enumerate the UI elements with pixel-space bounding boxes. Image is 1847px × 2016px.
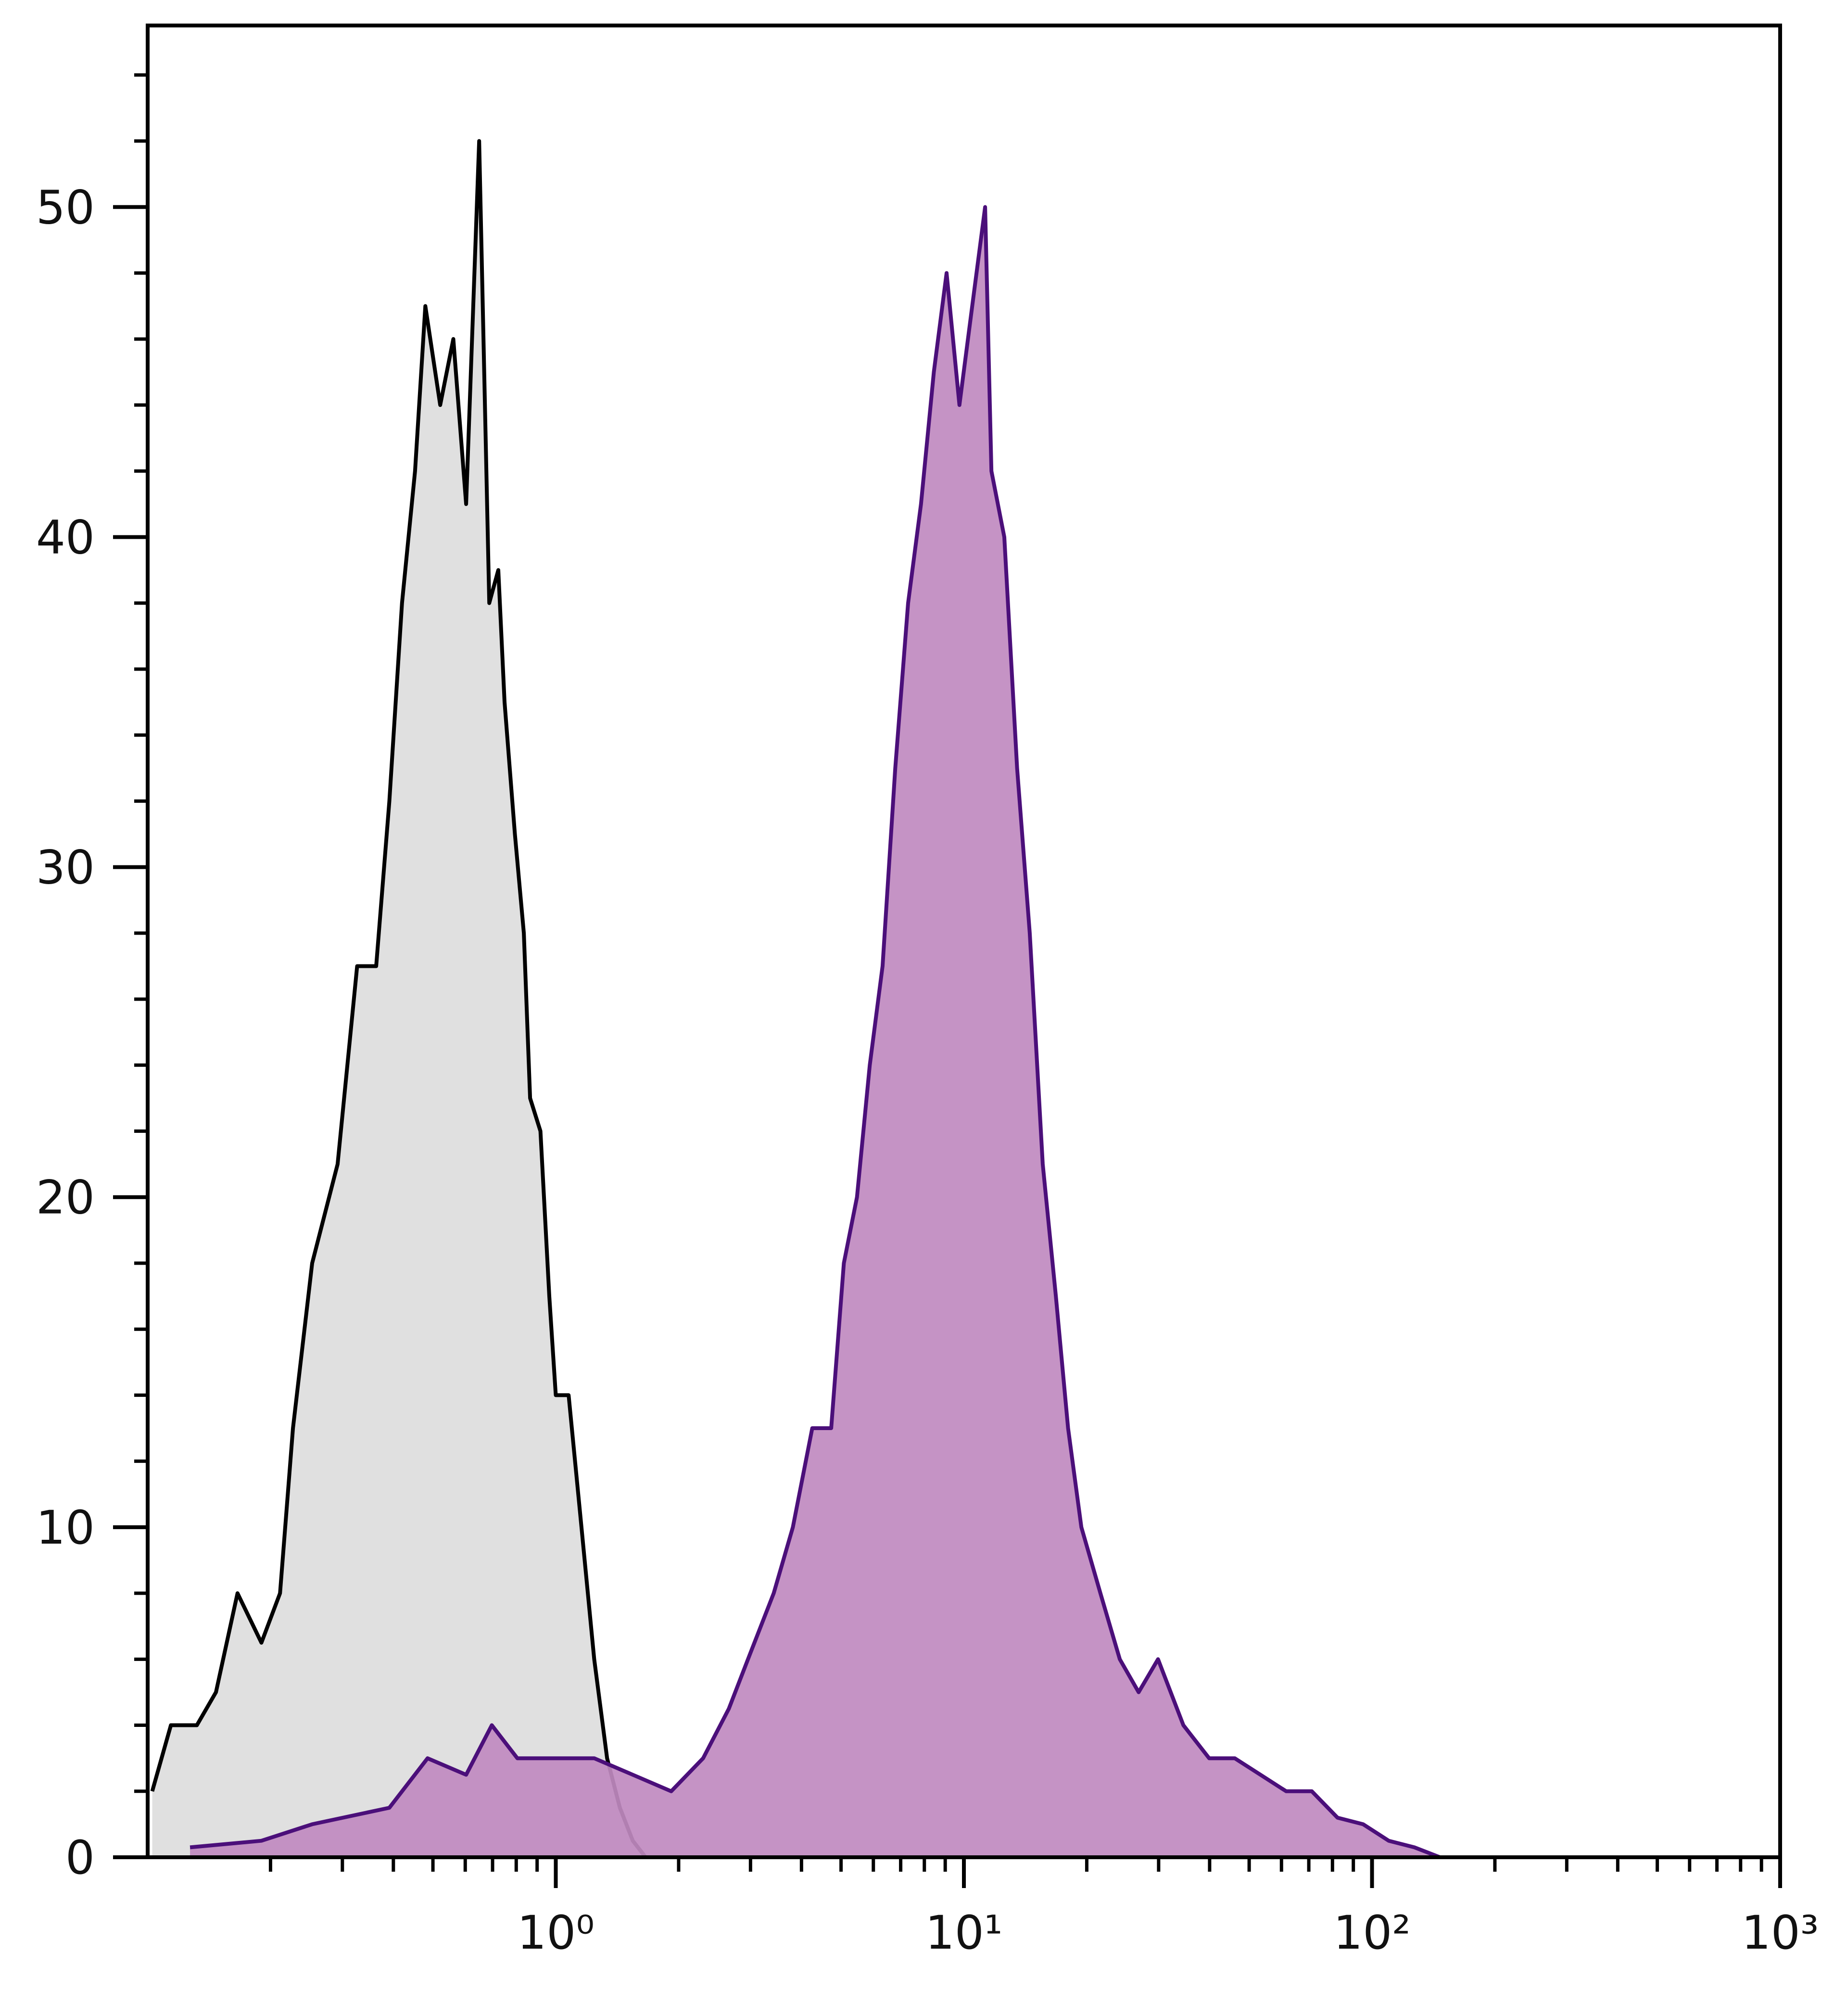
- histogram-line: [150, 139, 647, 1859]
- y-tick-label: 50: [36, 180, 95, 234]
- histogram-area: [190, 207, 1440, 1858]
- y-tick-label: 10: [36, 1501, 95, 1555]
- x-tick-label: 10²: [1333, 1906, 1411, 1960]
- x-tick-label: 10⁰: [517, 1906, 595, 1960]
- x-tick-label: 10³: [1742, 1906, 1819, 1960]
- y-tick-label: 30: [36, 841, 95, 895]
- x-tick-label: 10¹: [925, 1906, 1003, 1960]
- histogram-line: [190, 205, 1441, 1859]
- y-tick-label: 0: [65, 1831, 95, 1885]
- y-tick-label: 40: [36, 510, 95, 564]
- y-tick-label: 20: [36, 1171, 95, 1225]
- histogram-area: [152, 141, 646, 1857]
